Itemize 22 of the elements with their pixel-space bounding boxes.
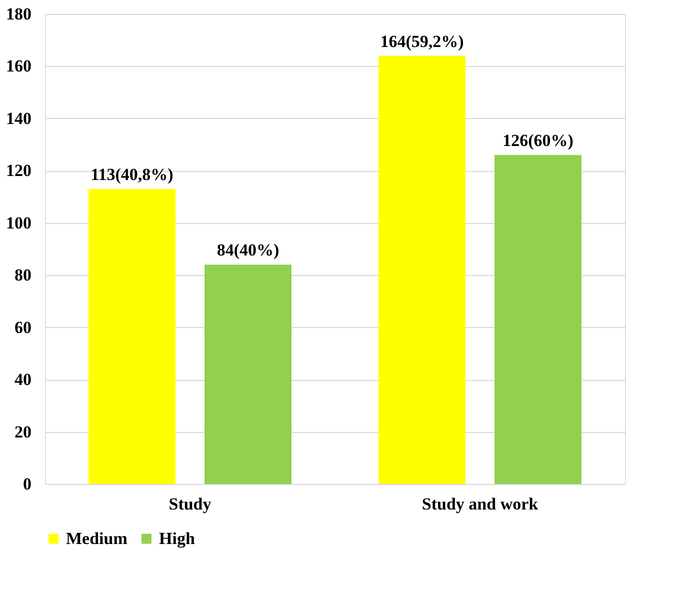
legend-label: High xyxy=(159,528,196,548)
data-label: 164(59,2%) xyxy=(380,32,464,51)
y-tick-label: 80 xyxy=(14,266,32,285)
y-tick-label: 40 xyxy=(14,370,32,390)
y-tick-label: 120 xyxy=(6,161,32,180)
bar xyxy=(378,56,466,484)
y-tick-label: 60 xyxy=(14,318,32,337)
data-label: 84(40%) xyxy=(216,240,280,260)
data-label: 113(40,8%) xyxy=(90,164,174,184)
x-tick-label: Study xyxy=(168,494,212,514)
x-tick-label: Study and work xyxy=(422,494,539,514)
bar xyxy=(88,188,176,484)
y-tick-label: 100 xyxy=(6,213,32,232)
y-tick-label: 180 xyxy=(6,4,32,24)
legend-label: Medium xyxy=(66,528,128,548)
y-tick-label: 140 xyxy=(6,108,32,128)
data-label: 126(60%) xyxy=(502,131,574,150)
y-tick-label: 20 xyxy=(14,422,32,442)
bar xyxy=(494,155,582,484)
bar xyxy=(204,264,292,484)
y-tick-label: 160 xyxy=(6,56,32,76)
y-tick-label: 0 xyxy=(23,474,32,494)
